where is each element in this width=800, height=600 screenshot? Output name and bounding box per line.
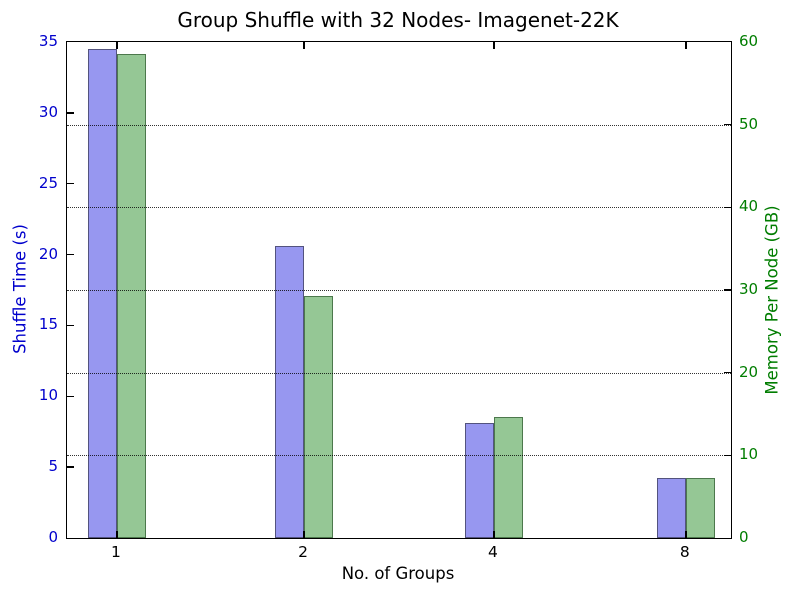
bottom-tick-mark [685,531,687,538]
right-tick-mark [724,371,731,374]
left-y-tick-label: 25 [38,173,58,192]
shuffle-time-bar [275,246,305,538]
left-tick-mark [67,395,74,397]
bottom-tick-mark [493,531,495,538]
bottom-tick-mark [303,531,305,538]
top-tick-mark [116,42,118,49]
right-y-tick-label: 50 [739,114,759,133]
left-y-tick-label: 35 [38,32,58,50]
right-tick-mark [724,206,731,209]
right-y-tick-label: 0 [739,528,749,546]
x-tick-label: 1 [111,543,121,561]
left-tick-mark [67,183,74,185]
gridline [67,372,731,374]
memory-bar [493,417,523,538]
left-y-tick-label: 5 [48,457,58,476]
x-tick-label: 2 [298,543,308,561]
left-tick-mark [67,253,74,256]
memory-bar [304,295,334,538]
shuffle-time-bar [87,49,117,538]
left-y-tick-label: 0 [48,528,58,546]
left-y-axis-label: Shuffle Time (s) [10,224,30,354]
right-y-tick-label: 10 [739,445,759,464]
top-tick-mark [685,42,687,49]
plot-area [66,41,732,539]
left-tick-mark [67,324,74,327]
x-axis-label: No. of Groups [341,564,455,583]
memory-bar [116,54,146,538]
top-tick-mark [493,42,495,49]
left-y-tick-label: 15 [38,315,58,334]
top-tick-mark [303,42,305,49]
x-tick-label: 8 [679,543,690,561]
right-y-tick-label: 40 [739,197,759,216]
gridline [67,124,731,126]
left-y-tick-label: 10 [38,386,58,405]
gridline [67,207,731,209]
left-tick-mark [67,466,74,468]
bottom-tick-mark [116,531,118,538]
gridline [67,455,731,457]
right-y-tick-label: 20 [739,362,759,381]
memory-bar [685,477,715,538]
gridline [67,290,731,291]
left-tick-mark [67,112,74,114]
right-tick-mark [724,123,731,126]
shuffle-time-bar [464,423,494,538]
right-tick-mark [724,289,731,291]
right-y-tick-label: 60 [739,32,759,50]
chart-title: Group Shuffle with 32 Nodes- Imagenet-22… [177,8,619,32]
shuffle-time-bar [656,477,686,538]
right-y-tick-label: 30 [739,280,759,298]
left-y-tick-label: 20 [38,244,58,263]
left-y-tick-label: 30 [38,102,58,121]
x-tick-label: 4 [488,543,498,561]
right-tick-mark [724,454,731,457]
